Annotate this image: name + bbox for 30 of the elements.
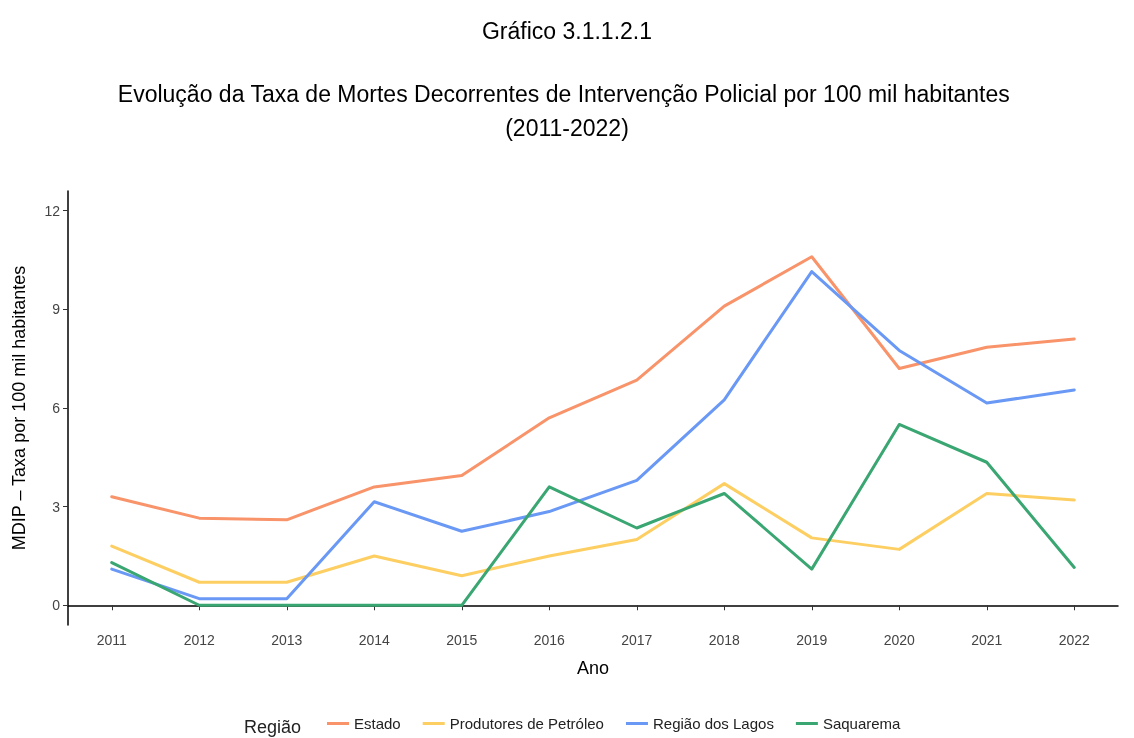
legend-label: Produtores de Petróleo [449,715,604,732]
line-series [110,270,1076,601]
legend-title: Região [244,717,302,737]
y-tick-label: 9 [52,301,61,318]
x-tick-label: 2019 [796,632,828,648]
line-series [110,255,1076,522]
legend-label: Estado [354,715,401,732]
x-tick-label: 2011 [96,632,128,648]
x-tick-label: 2018 [708,632,741,648]
y-tick-label: 12 [44,202,61,219]
x-axis-title: Ano [576,658,610,678]
x-tick-label: 2016 [533,632,566,648]
x-tick-label: 2020 [883,632,916,648]
x-tick-label: 2015 [446,632,478,648]
y-tick-label: 0 [52,597,61,614]
line-series [110,422,1076,607]
x-tick-label: 2021 [971,632,1003,648]
legend-label: Região dos Lagos [652,715,774,732]
line-series [110,482,1076,584]
x-tick-label: 2013 [271,632,303,648]
chart-title: Gráfico 3.1.1.2.1 [481,17,653,44]
x-tick-label: 2017 [621,632,653,648]
x-tick-label: 2014 [358,632,391,648]
chart-subtitle: Evolução da Taxa de Mortes Decorrentes de Intervenção Policial por 100 mil habitantes (2011-2022) [117,81,1017,141]
y-axis-title: MDIP – Taxa por 100 mil habitantes [9,265,29,551]
y-tick-label: 3 [52,498,61,515]
legend-label: Saquarema [822,715,902,732]
x-tick-label: 2012 [183,632,216,648]
y-tick-label: 6 [52,400,61,416]
x-tick-label: 2022 [1058,632,1091,648]
